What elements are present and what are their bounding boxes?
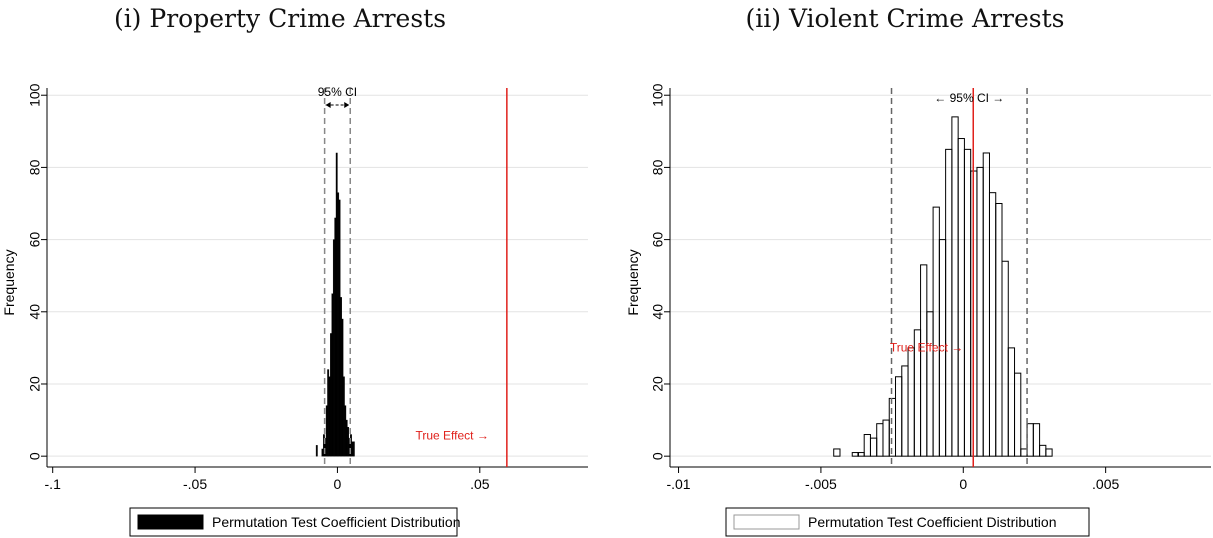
violent-histogram-bar <box>888 397 897 457</box>
property-histogram-bar <box>335 152 338 457</box>
property-ci-arrowhead-left <box>325 102 331 108</box>
violent-histogram-bar <box>882 419 890 457</box>
violent-histogram-bar <box>982 152 990 457</box>
violent-y-tick-label: 20 <box>650 376 666 392</box>
property-histogram-bar <box>331 293 334 457</box>
property-histogram-bar <box>328 376 331 457</box>
violent-histogram-bar <box>1020 448 1028 457</box>
violent-histogram-bar <box>920 264 928 457</box>
violent-histogram-bar <box>1045 448 1053 457</box>
property-y-axis-label: Frequency <box>1 249 17 315</box>
property-histogram-bar <box>315 445 318 457</box>
property-histogram-bar <box>337 192 340 457</box>
violent-x-tick-label: .005 <box>1092 476 1119 492</box>
chart-title-property: (i) Property Crime Arrests <box>113 4 447 33</box>
violent-histogram-bar <box>895 376 903 457</box>
property-legend-label: Permutation Test Coefficient Distributio… <box>212 514 461 530</box>
property-ci-label: 95% CI <box>318 85 357 99</box>
property-true-effect-label: True Effect → <box>415 428 488 442</box>
violent-y-tick-label: 40 <box>650 304 666 320</box>
violent-histogram-bar <box>869 437 878 457</box>
property-histogram-bar <box>334 217 337 457</box>
property-histogram-bar <box>338 199 341 457</box>
property-y-tick-label: 60 <box>27 232 43 248</box>
property-histogram-bar <box>344 405 347 457</box>
property-histogram-bar <box>341 318 344 457</box>
violent-histogram-bar <box>957 138 965 457</box>
property-y-tick-label: 100 <box>27 83 43 107</box>
property-histogram-bar <box>342 376 345 457</box>
violent-histogram-bar <box>1039 444 1047 457</box>
violent-legend-swatch <box>733 514 800 530</box>
violent-histogram-bar <box>945 148 953 457</box>
violent-histogram-bar <box>851 452 859 457</box>
property-x-tick-label: -.1 <box>45 476 62 492</box>
property-x-tick-label: 0 <box>334 476 342 492</box>
violent-histogram-bar <box>876 423 884 457</box>
property-histogram-bar <box>330 333 332 457</box>
property-histogram-bar <box>327 369 330 457</box>
violent-histogram-bar <box>1032 423 1041 457</box>
property-histogram-bar <box>340 297 342 457</box>
violent-histogram-bar <box>963 148 972 457</box>
property-histogram-bar <box>325 405 328 457</box>
violent-histogram-bar <box>932 206 940 457</box>
property-x-tick-label: .05 <box>470 476 490 492</box>
violent-histogram-bar <box>907 347 915 457</box>
violent-histogram-bar <box>1001 260 1009 457</box>
violent-x-tick-label: -.01 <box>666 476 690 492</box>
property-histogram-bar <box>351 441 354 457</box>
violent-histogram-bar <box>901 365 909 457</box>
property-y-tick-label: 40 <box>27 304 43 320</box>
violent-histogram-bar <box>995 203 1003 457</box>
property-histogram-bar <box>321 448 324 457</box>
violent-x-tick-label: 0 <box>959 476 967 492</box>
property-y-tick-label: 0 <box>27 452 43 460</box>
violent-y-axis-label: Frequency <box>625 249 641 315</box>
violent-true-effect-label: True Effect → <box>890 340 963 354</box>
violent-ci-label: ← 95% CI → <box>934 91 1004 105</box>
violent-y-tick-label: 100 <box>650 83 666 107</box>
violent-histogram-bar <box>863 434 871 457</box>
property-histogram-bar <box>347 427 350 457</box>
violent-histogram-bar <box>1014 372 1022 457</box>
property-y-tick-label: 80 <box>27 159 43 175</box>
property-ci-arrowhead-right <box>344 102 350 108</box>
violent-y-tick-label: 60 <box>650 232 666 248</box>
property-y-tick-label: 20 <box>27 376 43 392</box>
violent-histogram-bar <box>988 192 997 457</box>
property-legend-swatch <box>137 514 204 530</box>
chart-title-violent: (ii) Violent Crime Arrests <box>745 4 1065 33</box>
property-x-tick-label: -.05 <box>183 476 207 492</box>
violent-y-tick-label: 80 <box>650 159 666 175</box>
violent-legend-label: Permutation Test Coefficient Distributio… <box>808 514 1057 530</box>
property-histogram-bar <box>332 239 335 457</box>
violent-x-tick-label: -.005 <box>805 476 837 492</box>
violent-histogram-bar <box>1026 423 1034 457</box>
violent-y-tick-label: 0 <box>650 452 666 460</box>
violent-histogram-bar <box>1007 347 1016 457</box>
violent-histogram-bar <box>833 448 841 457</box>
property-histogram-bar <box>352 441 355 457</box>
property-histogram-bar <box>345 419 348 457</box>
